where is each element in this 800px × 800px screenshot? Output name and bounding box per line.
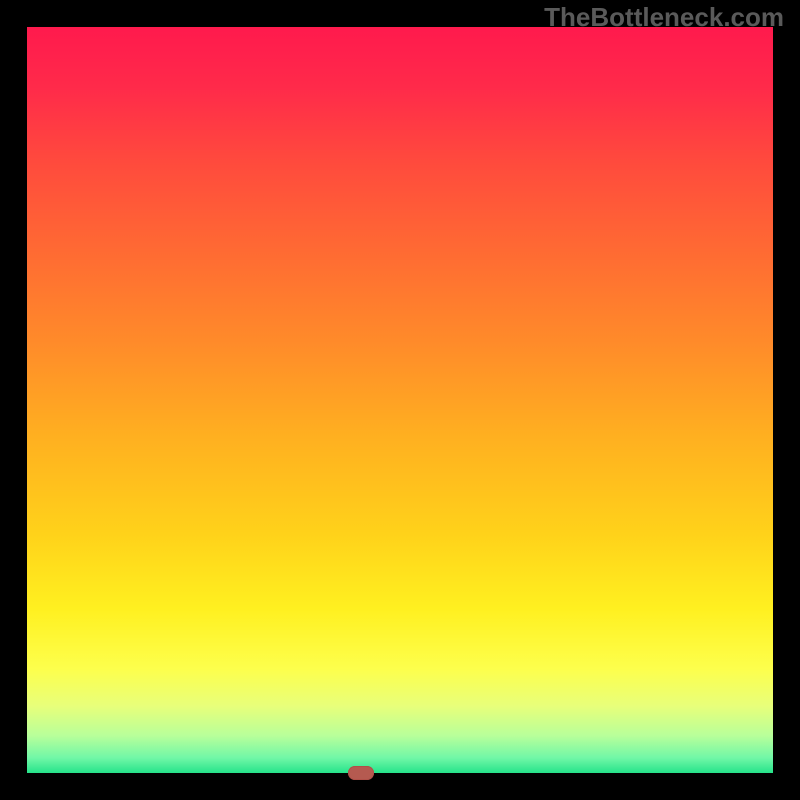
watermark-text: TheBottleneck.com — [544, 2, 784, 33]
chart-root: TheBottleneck.com — [0, 0, 800, 800]
plot-area — [27, 27, 773, 773]
gradient-background — [27, 27, 773, 773]
curve-minimum-marker — [348, 766, 374, 780]
